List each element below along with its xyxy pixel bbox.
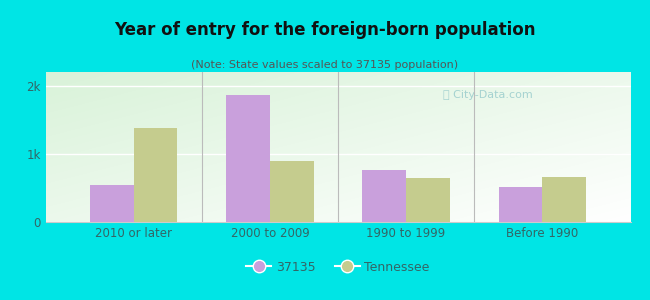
Bar xyxy=(270,161,313,222)
Bar xyxy=(226,94,270,222)
Bar xyxy=(542,177,586,222)
Bar xyxy=(499,187,542,222)
Bar xyxy=(90,184,134,222)
Bar xyxy=(134,128,177,222)
Text: (Note: State values scaled to 37135 population): (Note: State values scaled to 37135 popu… xyxy=(192,60,458,70)
Text: ⓘ City-Data.com: ⓘ City-Data.com xyxy=(443,90,533,100)
Legend: 37135, Tennessee: 37135, Tennessee xyxy=(241,256,435,279)
Bar xyxy=(363,170,406,222)
Bar xyxy=(406,178,450,222)
Text: Year of entry for the foreign-born population: Year of entry for the foreign-born popul… xyxy=(114,21,536,39)
